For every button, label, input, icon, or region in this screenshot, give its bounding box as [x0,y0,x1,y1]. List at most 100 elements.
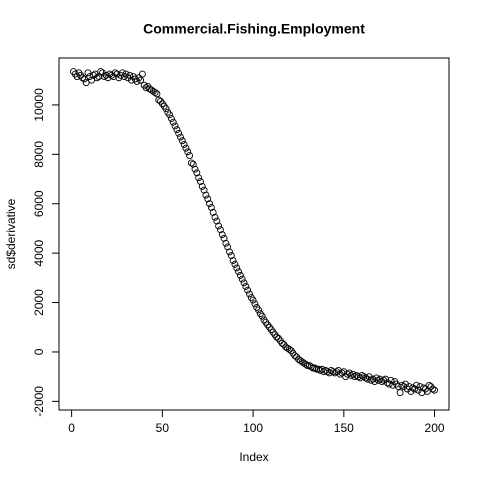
point [184,148,192,156]
point [423,388,431,395]
x-tick-label: 100 [243,421,263,435]
point [211,213,219,221]
point [177,133,184,141]
point [371,378,379,386]
point [304,362,311,369]
point [251,300,259,308]
point [155,96,163,104]
point [100,73,108,80]
point [255,306,262,314]
x-tick-label: 150 [334,421,354,435]
point [93,74,101,82]
point [95,73,103,80]
point [126,71,134,79]
y-tick-label: -2000 [32,386,46,417]
y-tick-label: 8000 [32,141,46,168]
point [407,388,415,395]
point [344,370,351,378]
point [313,365,321,373]
point [193,169,201,177]
point [97,68,105,76]
point [167,115,175,122]
point [171,122,179,130]
point [425,381,433,389]
point [353,371,360,379]
point [238,275,246,283]
point [362,374,370,382]
point [298,358,306,366]
point [398,381,406,389]
point [186,152,194,160]
point [305,362,313,369]
y-tick-label: 2000 [32,289,46,316]
point [235,268,243,276]
point [198,182,206,190]
point [226,248,233,256]
point [82,79,90,87]
point [429,385,437,393]
point [300,359,308,367]
point [222,239,230,247]
point [224,243,232,251]
point [162,105,170,113]
point [278,339,286,347]
point [138,70,146,78]
point [412,381,420,389]
point [169,118,177,126]
point [411,385,419,393]
point [405,383,413,390]
point [207,203,215,211]
point [118,69,126,77]
point [316,367,324,374]
point [296,357,304,365]
point [209,208,217,216]
point [285,346,293,353]
point [206,200,213,208]
point [358,371,366,379]
point [414,386,422,394]
point [218,231,226,239]
point [360,373,368,381]
point [374,376,382,384]
point [99,69,106,77]
point [322,367,330,374]
point [240,279,248,287]
x-axis-label: Index [239,450,268,464]
point [187,159,195,167]
point [311,364,319,372]
point [242,283,250,290]
point [431,386,439,394]
point [282,343,290,351]
point [385,380,393,388]
point [195,174,203,182]
point [148,86,155,94]
point [336,370,344,378]
point [249,296,257,304]
point [291,352,299,360]
point [88,76,96,84]
point [146,85,154,93]
point [409,384,417,392]
point [347,371,355,379]
point [229,257,237,265]
point [402,380,409,388]
point [182,144,190,152]
x-tick-label: 200 [425,421,445,435]
point [173,126,181,134]
point [166,111,174,119]
point [91,70,99,78]
point [178,137,186,145]
point [227,252,235,260]
point [273,333,281,341]
point [149,87,157,95]
point [202,191,210,199]
point [133,78,141,85]
point [111,69,119,77]
point [153,90,161,98]
point [396,389,404,397]
point [258,312,266,320]
point [84,69,92,77]
y-tick-label: 10000 [32,88,46,122]
point [365,373,373,381]
chart-title: Commercial.Fishing.Employment [143,21,365,37]
